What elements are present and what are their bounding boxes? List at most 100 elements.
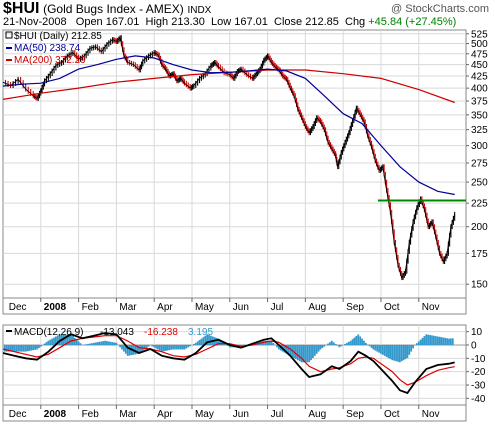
macd-histogram-bar [140, 345, 142, 353]
month-label: Jul [271, 302, 284, 313]
macd-histogram-bar [391, 345, 394, 361]
price-y-tick-label: 525 [471, 29, 488, 40]
macd-histogram-bar [94, 342, 97, 346]
macd-histogram-bar [353, 337, 356, 346]
macd-histogram-bar [340, 345, 343, 347]
macd-histogram-bar [100, 341, 103, 346]
macd-histogram-bar [5, 345, 8, 352]
macd-histogram-bar [287, 345, 290, 355]
macd-histogram-bar [347, 341, 350, 346]
macd-histogram-bar [34, 345, 37, 350]
macd-histogram-bar [79, 343, 82, 346]
macd-histogram-bar [310, 345, 312, 361]
macd-histogram-bar [404, 345, 407, 360]
price-close-line [2, 36, 456, 279]
macd-histogram-bar [308, 345, 311, 363]
macd-histogram-bar [175, 345, 178, 350]
macd-histogram-bar [419, 339, 422, 346]
price-y-tick-label: 150 [471, 280, 488, 291]
month-label: Nov [422, 302, 440, 313]
low-value: 167.01 [234, 16, 268, 28]
macd-histogram-bar [166, 345, 169, 351]
macd-histogram-bar [192, 343, 195, 346]
macd-histogram-bar [174, 345, 176, 350]
macd-histogram-bar [283, 345, 286, 353]
price-panel: 150 175 200 225 250 275 300 325 350 375 4004254504… [2, 29, 488, 299]
macd-histogram-bar [160, 345, 163, 352]
macd-histogram-bar [104, 340, 106, 346]
macd-histogram-bar [317, 345, 320, 352]
macd-histogram-bar [73, 337, 76, 346]
macd-histogram-bar [102, 341, 105, 346]
macd-histogram-bar [313, 345, 316, 356]
macd-histogram-bar [276, 345, 278, 348]
month-label: Apr [157, 302, 173, 313]
macd-histogram-bar [366, 344, 369, 346]
macd-histogram-bar [162, 345, 165, 352]
macd-histogram-bar [408, 345, 411, 355]
macd-histogram-bar [357, 334, 360, 346]
macd-histogram-bar [285, 345, 288, 354]
macd-histogram-bar [158, 345, 161, 351]
macd-histogram-bar [395, 345, 397, 362]
macd-histogram-bar [376, 345, 379, 352]
macd-histogram-bar [436, 336, 439, 346]
macd-histogram-bar [45, 342, 48, 346]
macd-histogram-bar [389, 345, 392, 360]
macd-y-tick-label: -10 [471, 354, 486, 365]
macd-histogram-bar [336, 345, 339, 346]
macd-histogram-bar [398, 345, 401, 363]
month-label: Nov [422, 409, 440, 420]
quote-date: 21-Nov-2008 [3, 16, 67, 28]
macd-histogram-bar [364, 342, 367, 346]
macd-histogram-bar [278, 345, 280, 350]
macd-histogram-bar [87, 343, 89, 346]
macd-histogram-bar [153, 345, 156, 348]
macd-histogram-bar [90, 343, 93, 346]
month-label: Jun [233, 302, 249, 313]
month-axis-top: Dec 2008 Feb Mar Apr May Jun Jul Aug Sep Oct Nov [9, 298, 440, 313]
ohlc-summary: 21-Nov-2008 Open 167.01 High 213.30 Low … [3, 16, 456, 28]
macd-histogram-bar [43, 343, 46, 346]
macd-histogram-bar [56, 335, 59, 346]
price-y-tick-label: 500 [471, 39, 488, 50]
price-y-tick-label: 475 [471, 49, 488, 60]
macd-histogram-bar [138, 345, 140, 354]
price-y-tick-label: 175 [471, 249, 488, 260]
ma50-line [2, 55, 455, 196]
macd-histogram-bar [451, 338, 454, 346]
macd-histogram-bar [147, 345, 150, 347]
macd-histogram-bar [344, 343, 346, 346]
month-label: Mar [119, 409, 137, 420]
open-label: Open [75, 16, 103, 28]
macd-histogram-bar [183, 345, 186, 350]
month-label: Jul [271, 409, 284, 420]
macd-legend-label: -13.043 [100, 327, 134, 338]
macd-histogram-bar [319, 345, 322, 350]
month-axis-bottom: Dec 2008 Feb Mar Apr May Jun Jul Aug Sep Oct Nov [9, 405, 440, 420]
price-legend-label: $HUI (Daily) 212.85 [14, 31, 102, 42]
macd-histogram-bar [13, 345, 16, 352]
month-label: 2008 [44, 409, 67, 420]
price-series [2, 35, 466, 281]
macd-histogram-bar [7, 345, 10, 352]
macd-histogram-bar [134, 345, 137, 355]
month-label: Jun [233, 409, 249, 420]
macd-histogram-bar [425, 334, 428, 346]
macd-histogram-bar [75, 339, 78, 346]
macd-histogram-bar [194, 342, 197, 346]
macd-histogram-bar [332, 342, 335, 346]
macd-histogram-bar [15, 345, 18, 352]
macd-histogram-bar [423, 336, 426, 346]
macd-histogram-bar [187, 345, 190, 348]
macd-histogram-bar [448, 338, 450, 346]
macd-histogram-bar [189, 345, 191, 347]
price-y-ticks: 150 175 200 225 250 275 300 325 350 375 4004254504… [466, 29, 488, 291]
macd-histogram-bar [338, 345, 341, 348]
macd-histogram-bar [83, 344, 86, 346]
macd-histogram-bar [312, 345, 314, 358]
macd-histogram-bar [47, 340, 50, 346]
macd-histogram-bar [109, 341, 112, 346]
chart-title: $HUI (Gold Bugs Index - AMEX) INDX [3, 0, 211, 18]
macd-histogram-bar [298, 345, 301, 362]
